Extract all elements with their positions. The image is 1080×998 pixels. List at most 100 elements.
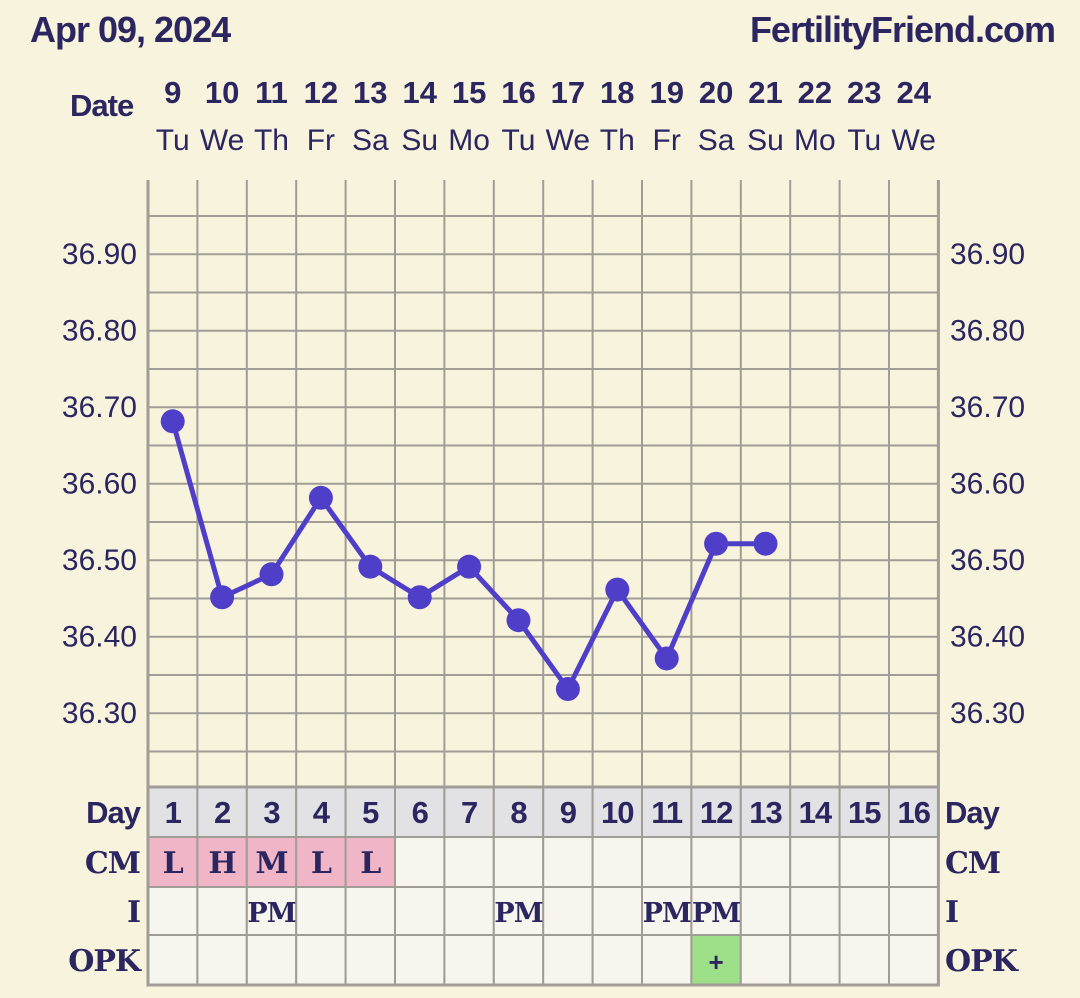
- opk-cell: [690, 934, 742, 986]
- i-cell: [196, 886, 248, 936]
- opk-cell: [443, 934, 495, 986]
- i-cell: [542, 886, 594, 936]
- cm-value: H: [208, 846, 235, 881]
- opk-cell: [196, 934, 248, 986]
- opk-cell: [492, 934, 545, 986]
- weekday-label: Fr: [653, 124, 681, 157]
- y-tick-label-right: 36.70: [950, 391, 1025, 424]
- day-value: 7: [461, 795, 477, 830]
- date-label: 16: [501, 75, 535, 110]
- date-label: 15: [452, 75, 486, 110]
- day-row-label-left: Day: [86, 795, 142, 830]
- temperature-point: [753, 531, 778, 556]
- temperature-point: [704, 531, 729, 556]
- weekday-label: Su: [747, 124, 784, 157]
- y-tick-label-left: 36.40: [62, 621, 137, 654]
- opk-cell: [147, 934, 199, 986]
- day-row-label-right: Day: [945, 795, 1001, 830]
- weekday-label: Su: [401, 124, 438, 157]
- date-label: 20: [699, 75, 733, 110]
- day-value: 14: [799, 795, 833, 830]
- cm-cell: [245, 836, 298, 888]
- cm-cell: [443, 836, 495, 888]
- y-tick-label-left: 36.90: [62, 238, 137, 271]
- date-label: 9: [164, 75, 181, 110]
- i-cell: [147, 886, 199, 936]
- opk-cell: [344, 934, 397, 986]
- opk-row-label-left: OPK: [68, 944, 142, 979]
- temperature-point: [654, 646, 679, 671]
- day-value: 1: [165, 795, 182, 830]
- opk-value: +: [709, 947, 724, 977]
- day-cell: [641, 786, 693, 838]
- temperature-point: [605, 577, 630, 602]
- cm-cell: [789, 836, 841, 888]
- opk-cell: [739, 934, 792, 986]
- day-cell: [690, 786, 742, 838]
- cm-cell: [591, 836, 643, 888]
- y-tick-label-left: 36.80: [62, 315, 137, 348]
- weekday-label: We: [891, 124, 935, 157]
- day-value: 16: [897, 795, 930, 830]
- day-value: 13: [749, 795, 782, 830]
- opk-cell: [789, 934, 841, 986]
- weekday-label: Tu: [156, 124, 190, 157]
- weekday-label: We: [546, 124, 590, 157]
- opk-cell: [542, 934, 594, 986]
- i-row-label-left: I: [127, 895, 140, 930]
- i-cell: [789, 886, 841, 936]
- date-label: 21: [748, 75, 782, 110]
- cm-cell: [295, 836, 347, 888]
- day-value: 6: [412, 795, 429, 830]
- y-tick-label-left: 36.30: [62, 697, 137, 730]
- cm-value: L: [360, 846, 381, 881]
- temperature-point: [160, 409, 185, 434]
- day-value: 2: [214, 795, 230, 830]
- i-value: PM: [692, 898, 740, 929]
- y-tick-label-left: 36.60: [62, 468, 137, 501]
- temperature-point: [358, 554, 383, 579]
- date-label: 19: [649, 75, 683, 110]
- cm-cell: [838, 836, 890, 888]
- date-label: 10: [205, 75, 239, 110]
- weekday-label: Th: [254, 124, 289, 157]
- weekday-label: Fr: [307, 124, 335, 157]
- cm-cell: [690, 836, 742, 888]
- opk-cell: [591, 934, 643, 986]
- i-cell: [492, 886, 545, 936]
- i-cell: [344, 886, 397, 936]
- temperature-point: [506, 608, 531, 633]
- cm-cell: [394, 836, 446, 888]
- temperature-point: [457, 554, 482, 579]
- i-value: PM: [494, 898, 542, 929]
- temperature-point: [259, 562, 284, 587]
- i-cell: [838, 886, 890, 936]
- i-cell: [591, 886, 643, 936]
- i-value: PM: [643, 898, 691, 929]
- opk-row-label-right: OPK: [945, 944, 1019, 979]
- weekday-label: Tu: [502, 124, 536, 157]
- opk-cell: [641, 934, 693, 986]
- y-tick-label-right: 36.60: [950, 468, 1025, 501]
- cm-value: M: [255, 846, 287, 881]
- i-value: PM: [247, 898, 295, 929]
- i-cell: [888, 886, 940, 936]
- date-label: 14: [402, 75, 437, 110]
- date-label: 22: [798, 75, 832, 110]
- opk-cell: [245, 934, 298, 986]
- site-name: FertilityFriend.com: [750, 9, 1055, 50]
- opk-cell: [394, 934, 446, 986]
- temperature-point: [210, 585, 235, 610]
- date-label: 24: [896, 75, 931, 110]
- cm-value: L: [311, 846, 332, 881]
- date-label: 13: [353, 75, 387, 110]
- weekday-label: Sa: [698, 124, 735, 157]
- opk-cell: [888, 934, 940, 986]
- weekday-label: Th: [600, 124, 635, 157]
- weekday-label: Mo: [448, 124, 490, 157]
- y-tick-label-right: 36.90: [950, 238, 1025, 271]
- day-value: 3: [263, 795, 280, 830]
- temperature-point: [555, 677, 580, 702]
